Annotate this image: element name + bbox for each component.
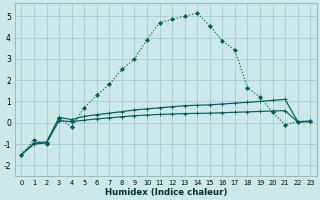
X-axis label: Humidex (Indice chaleur): Humidex (Indice chaleur) xyxy=(105,188,227,197)
